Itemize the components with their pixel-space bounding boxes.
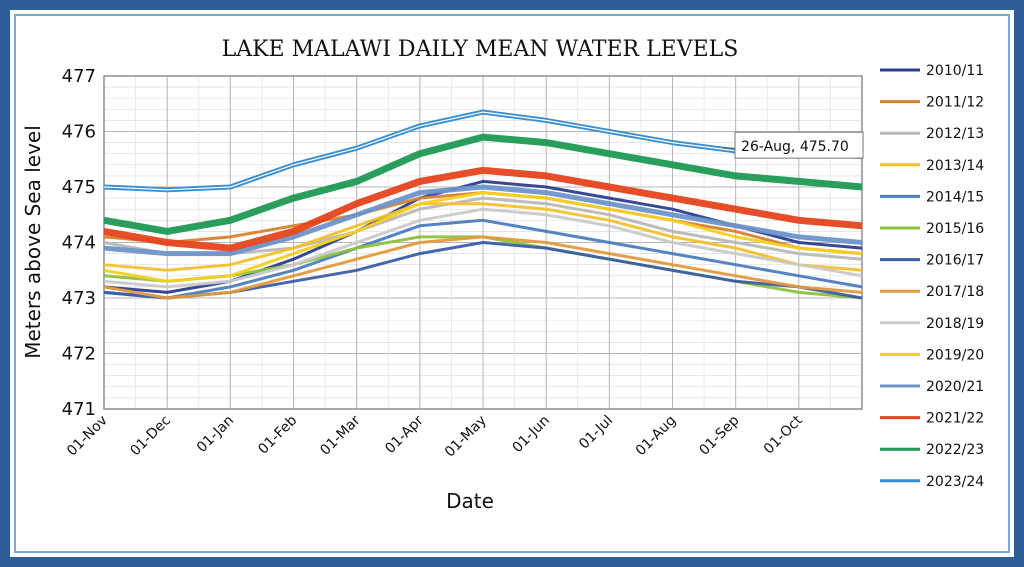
x-tick-label: 01-Dec <box>127 413 174 460</box>
x-tick-label: 01-May <box>442 413 490 461</box>
inner-border <box>14 14 1010 553</box>
legend-label: 2022/23 <box>926 442 984 458</box>
legend-label: 2017/18 <box>926 284 984 300</box>
legend-label: 2020/21 <box>926 379 984 395</box>
legend-label: 2019/20 <box>926 347 984 363</box>
legend-label: 2016/17 <box>926 253 984 269</box>
y-tick-label: 473 <box>62 288 96 309</box>
series-line-2017-18 <box>103 235 863 300</box>
x-tick-label: 01-Oct <box>761 412 806 457</box>
legend-label: 2010/11 <box>926 63 984 79</box>
x-tick-label: 01-Jun <box>509 413 553 457</box>
annotation-callout: 26-Aug, 475.70 <box>723 131 864 159</box>
x-tick-label: 01-Apr <box>382 412 427 457</box>
series-line-2013-14 <box>103 202 863 272</box>
series-line-2019-20 <box>103 191 863 283</box>
series-line-2022-23 <box>103 133 863 235</box>
y-tick-label: 474 <box>62 233 96 254</box>
y-tick-label: 472 <box>62 344 96 365</box>
y-tick-label: 475 <box>62 177 96 198</box>
legend-label: 2011/12 <box>926 95 984 111</box>
legend: 2010/11 2011/12 2012/13 2013/14 2014/15 2015/… <box>880 63 984 490</box>
x-tick-label: 01-Mar <box>317 412 363 458</box>
y-tick-label: 477 <box>62 66 96 87</box>
callout-label: 26-Aug, 475.70 <box>741 139 849 155</box>
series-lines <box>103 109 863 300</box>
legend-label: 2018/19 <box>926 316 984 332</box>
x-tick-label: 01-Feb <box>255 412 300 457</box>
y-axis-label: Meters above Sea level <box>21 125 45 359</box>
y-tick-label: 476 <box>62 122 96 143</box>
x-tick-label: 01-Aug <box>633 413 680 460</box>
x-tick-label: 01-Sep <box>696 412 742 458</box>
legend-label: 2013/14 <box>926 158 984 174</box>
x-axis-ticks: 01-Nov 01-Dec 01-Jan 01-Feb 01-Mar 01-Apr 01-M… <box>64 412 806 460</box>
legend-label: 2021/22 <box>926 411 984 427</box>
y-tick-label: 471 <box>62 399 96 420</box>
x-tick-label: 01-Jan <box>194 413 237 456</box>
series-line-2018-19 <box>103 207 863 289</box>
series-line-2020-21 <box>103 184 863 257</box>
legend-label: 2015/16 <box>926 221 984 237</box>
series-line-2021-22 <box>103 166 863 252</box>
x-axis-label: Date <box>446 489 494 513</box>
chart-title: LAKE MALAWI DAILY MEAN WATER LEVELS <box>222 37 739 62</box>
series-line-2014-15 <box>103 218 863 300</box>
legend-label: 2012/13 <box>926 126 984 142</box>
y-axis-ticks: 471 472 473 474 475 476 477 <box>62 66 96 420</box>
legend-label: 2014/15 <box>926 189 984 205</box>
callout-box <box>734 131 864 159</box>
legend-label: 2023/24 <box>926 474 984 490</box>
x-tick-label: 01-Jul <box>576 413 616 453</box>
